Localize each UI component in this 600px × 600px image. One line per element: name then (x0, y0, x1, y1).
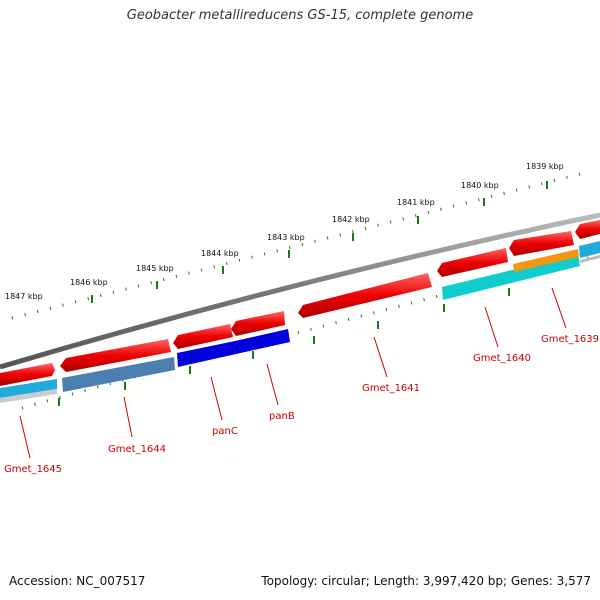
genome-backbone (0, 212, 600, 370)
map-title: Geobacter metallireducens GS-15, complet… (126, 8, 474, 23)
cds-arrow[interactable] (0, 363, 55, 386)
gene-segment[interactable] (177, 341, 236, 367)
gene-label[interactable]: Gmet_1641 (362, 383, 420, 394)
kbp-label: 1844 kbp (201, 249, 239, 258)
label-leaders (19, 287, 567, 459)
gene-label[interactable]: panB (269, 411, 295, 422)
kbp-label: 1845 kbp (136, 264, 174, 273)
gene-segment[interactable] (0, 379, 57, 398)
gene-label[interactable]: Gmet_1645 (4, 464, 62, 475)
gene-segment[interactable] (513, 249, 579, 272)
cds-arrow[interactable] (509, 231, 574, 256)
cds-arrow[interactable] (173, 324, 233, 349)
gene-segment[interactable] (579, 241, 600, 258)
gene-segment-shadow (0, 389, 57, 403)
kbp-label: 1840 kbp (461, 181, 499, 190)
gene-label[interactable]: panC (212, 426, 238, 437)
accession-text: Accession: NC_007517 (9, 574, 146, 588)
kbp-label: 1839 kbp (526, 162, 564, 171)
cds-arrow[interactable] (437, 248, 508, 277)
inner-scale (21, 253, 600, 410)
cds-arrow[interactable] (575, 220, 600, 239)
gene-label[interactable]: Gmet_1639 (541, 334, 599, 345)
topology-text: Topology: circular; Length: 3,997,420 bp… (261, 574, 591, 588)
gene-label[interactable]: Gmet_1644 (108, 444, 166, 455)
kbp-label: 1841 kbp (397, 198, 435, 207)
gene-segment[interactable] (235, 329, 290, 354)
gene-segment[interactable] (62, 357, 175, 392)
outer-scale (11, 172, 581, 320)
cds-arrow[interactable] (60, 339, 171, 372)
gene-segment-shadow (580, 255, 600, 263)
gene-segment[interactable] (442, 254, 580, 300)
cds-arrow[interactable] (298, 273, 432, 318)
cds-arrow[interactable] (231, 311, 285, 336)
kbp-label: 1846 kbp (70, 278, 108, 287)
gene-track (0, 241, 600, 403)
gene-label[interactable]: Gmet_1640 (473, 353, 531, 364)
kbp-label: 1843 kbp (267, 233, 305, 242)
kbp-label: 1842 kbp (332, 215, 370, 224)
cds-track (0, 220, 600, 386)
kbp-label: 1847 kbp (5, 292, 43, 301)
